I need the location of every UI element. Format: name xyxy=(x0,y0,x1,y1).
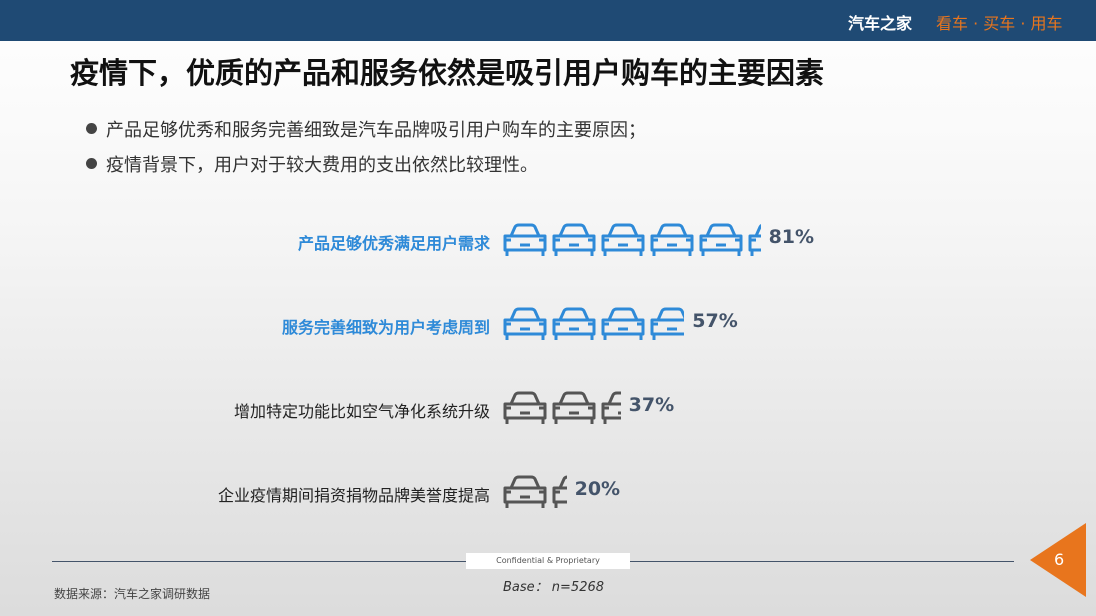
page-number: 6 xyxy=(1054,550,1065,569)
car-icon xyxy=(552,223,596,256)
car-icons xyxy=(503,223,761,256)
base-note: Base： n=5268 xyxy=(503,580,605,595)
car-icons xyxy=(503,307,685,340)
car-icon xyxy=(601,391,621,424)
car-icon xyxy=(503,307,547,340)
category-label: 服务完善细致为用户考虑周到 xyxy=(281,318,490,337)
category-label: 企业疫情期间捐资捐物品牌美誉度提高 xyxy=(217,486,490,505)
bullet-text: 疫情背景下，用户对于较大费用的支出依然比较理性。 xyxy=(106,155,538,176)
car-icons xyxy=(503,475,567,508)
car-icon xyxy=(650,223,694,256)
bullet-1: 产品足够优秀和服务完善细致是汽车品牌吸引用户购车的主要原因； xyxy=(86,116,646,142)
top-bar: 汽车之家 看车 · 买车 · 用车 xyxy=(0,0,1096,41)
chart-row: 企业疫情期间捐资捐物品牌美誉度提高 20% xyxy=(0,472,1096,512)
data-source: 数据来源：汽车之家调研数据 xyxy=(54,587,211,601)
slide-title: 疫情下，优质的产品和服务依然是吸引用户购车的主要因素 xyxy=(70,56,825,90)
car-icon xyxy=(601,307,645,340)
car-icon xyxy=(748,224,761,256)
chart-row: 服务完善细致为用户考虑周到 57% xyxy=(0,304,1096,344)
car-icon xyxy=(503,223,547,256)
value-label: 81% xyxy=(768,226,815,248)
car-icons xyxy=(503,391,621,424)
value-label: 20% xyxy=(574,478,621,500)
category-label: 增加特定功能比如空气净化系统升级 xyxy=(233,402,490,421)
car-icon xyxy=(552,307,596,340)
bullet-dot-icon xyxy=(86,158,97,169)
car-icon xyxy=(601,223,645,256)
car-bar xyxy=(503,222,761,258)
page-marker xyxy=(1030,523,1086,597)
brand-logo: 汽车之家 xyxy=(848,14,913,33)
chart-row: 产品足够优秀满足用户需求 81% xyxy=(0,220,1096,260)
confidential-label: Confidential & Proprietary xyxy=(466,553,630,569)
bullet-2: 疫情背景下，用户对于较大费用的支出依然比较理性。 xyxy=(86,151,538,177)
slogan: 看车 · 买车 · 用车 xyxy=(936,14,1063,33)
value-label: 57% xyxy=(692,310,738,332)
car-bar xyxy=(503,474,567,510)
bullet-text: 产品足够优秀和服务完善细致是汽车品牌吸引用户购车的主要原因； xyxy=(106,120,646,141)
car-bar xyxy=(503,390,621,426)
car-bar xyxy=(503,306,685,342)
category-label: 产品足够优秀满足用户需求 xyxy=(297,234,490,253)
car-icon xyxy=(699,223,743,256)
chart-row: 增加特定功能比如空气净化系统升级 37% xyxy=(0,388,1096,428)
car-icon xyxy=(650,307,685,340)
car-icon xyxy=(552,475,567,508)
value-label: 37% xyxy=(628,394,675,416)
bullet-dot-icon xyxy=(86,123,97,134)
car-icon xyxy=(503,475,547,508)
car-icon xyxy=(552,391,596,424)
car-icon xyxy=(503,391,547,424)
